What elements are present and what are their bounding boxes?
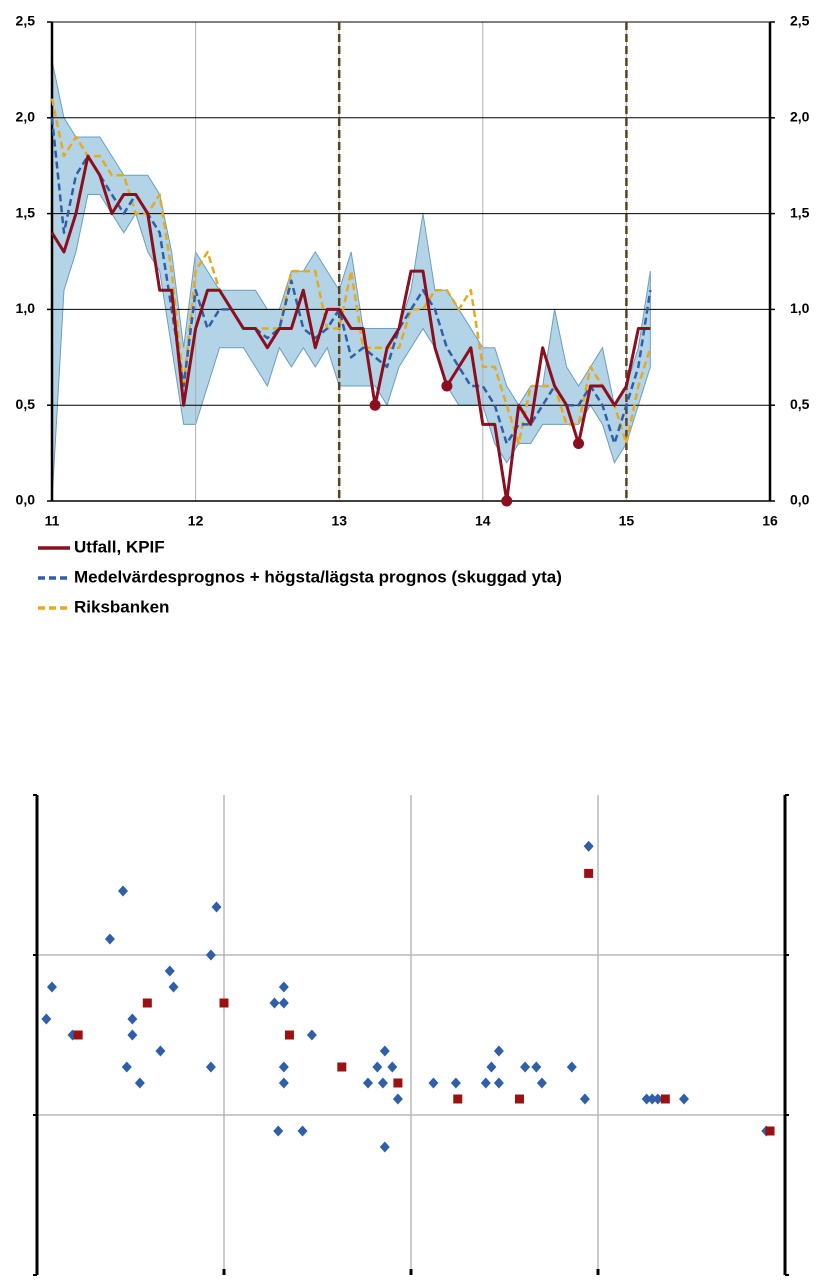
- y-tick-label: 1,5: [16, 204, 36, 220]
- point: [118, 885, 129, 897]
- series-line: [50, 98, 652, 445]
- point: [765, 1126, 775, 1136]
- point: [652, 1093, 663, 1105]
- y2-tick-label: 2,0: [790, 109, 810, 125]
- series-line: [50, 154, 651, 503]
- point: [493, 1045, 504, 1057]
- point: [493, 1077, 504, 1089]
- point: [273, 1125, 284, 1137]
- point: [584, 868, 594, 878]
- y2-tick-label: 1,5: [790, 204, 810, 220]
- legend-label: Riksbanken: [74, 597, 169, 616]
- point: [219, 998, 229, 1008]
- point: [269, 997, 280, 1009]
- point: [205, 949, 216, 961]
- point: [211, 901, 222, 913]
- point: [127, 1013, 138, 1025]
- legend-label: Utfall, KPIF: [74, 537, 165, 556]
- forecast-range: [51, 60, 651, 502]
- point: [46, 981, 57, 993]
- point: [278, 1077, 289, 1089]
- point: [164, 965, 175, 977]
- point: [387, 1061, 398, 1073]
- point: [377, 1077, 388, 1089]
- y-tick-label: 0,0: [16, 492, 36, 508]
- point: [392, 1093, 403, 1105]
- point: [520, 1061, 531, 1073]
- point: [379, 1141, 390, 1153]
- point: [278, 1061, 289, 1073]
- point: [104, 933, 115, 945]
- point: [514, 1094, 524, 1104]
- point: [379, 1045, 390, 1057]
- x-tick-label: 16: [762, 513, 778, 529]
- point: [337, 1062, 347, 1072]
- highlight-point: [501, 495, 513, 507]
- point: [41, 1013, 52, 1025]
- y-tick-label: 2,5: [16, 13, 36, 29]
- x-tick-label: 14: [475, 513, 491, 529]
- highlight-point: [441, 380, 453, 392]
- x-tick-label: 12: [188, 513, 204, 529]
- point: [531, 1061, 542, 1073]
- point: [278, 997, 289, 1009]
- point: [127, 1029, 138, 1041]
- point: [134, 1077, 145, 1089]
- point: [679, 1093, 690, 1105]
- point: [168, 981, 179, 993]
- point: [121, 1061, 132, 1073]
- point: [480, 1077, 491, 1089]
- series-line: [50, 117, 652, 445]
- point: [536, 1077, 547, 1089]
- point: [428, 1077, 439, 1089]
- point: [583, 840, 594, 852]
- point: [393, 1078, 403, 1088]
- point: [155, 1045, 166, 1057]
- x-tick-label: 15: [619, 513, 635, 529]
- point: [660, 1094, 670, 1104]
- point: [450, 1077, 461, 1089]
- y-tick-label: 1,0: [16, 300, 36, 316]
- y2-tick-label: 2,5: [790, 13, 810, 29]
- point: [579, 1093, 590, 1105]
- point: [284, 1030, 294, 1040]
- point: [306, 1029, 317, 1041]
- point: [205, 1061, 216, 1073]
- x-tick-label: 13: [331, 513, 347, 529]
- y2-tick-label: 1,0: [790, 300, 810, 316]
- point: [73, 1030, 83, 1040]
- point: [372, 1061, 383, 1073]
- highlight-point: [573, 438, 585, 450]
- y2-tick-label: 0,0: [790, 492, 810, 508]
- point: [566, 1061, 577, 1073]
- point: [453, 1094, 463, 1104]
- point: [486, 1061, 497, 1073]
- point: [641, 1093, 652, 1105]
- point: [362, 1077, 373, 1089]
- y-tick-label: 0,5: [16, 396, 36, 412]
- point: [278, 981, 289, 993]
- point: [297, 1125, 308, 1137]
- highlight-point: [369, 399, 381, 411]
- point: [142, 998, 152, 1008]
- x-tick-label: 11: [45, 513, 60, 529]
- legend-label: Medelvärdesprognos + högsta/lägsta progn…: [74, 567, 562, 586]
- y-tick-label: 2,0: [16, 109, 36, 125]
- y2-tick-label: 0,5: [790, 396, 810, 412]
- point: [647, 1093, 658, 1105]
